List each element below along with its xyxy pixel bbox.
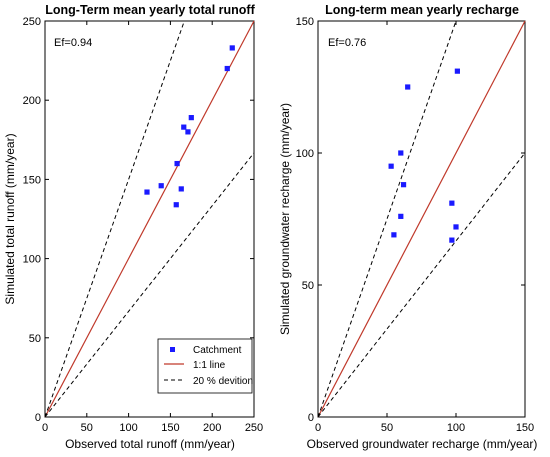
recharge-x-tick-label: 150 <box>516 422 534 434</box>
runoff-catchment-point <box>181 124 187 130</box>
recharge-catchment-point <box>454 68 460 74</box>
recharge-catchment-point <box>398 150 404 156</box>
recharge-ef-annotation: Ef=0.76 <box>328 37 366 49</box>
runoff-y-tick-label: 250 <box>23 16 41 28</box>
runoff-ef-annotation: Ef=0.94 <box>54 37 92 49</box>
recharge-catchment-point <box>449 237 455 243</box>
legend-catchment-marker <box>170 347 175 352</box>
runoff-x-tick-label: 100 <box>119 422 137 434</box>
recharge-catchment-point <box>391 232 397 238</box>
recharge-catchment-point <box>388 163 394 169</box>
recharge-panel: Long-term mean yearly recharge Ef=0.76 O… <box>278 3 537 451</box>
recharge-catchment-point <box>449 200 455 206</box>
runoff-y-tick-label: 100 <box>23 254 41 266</box>
runoff-catchment-point <box>224 65 230 72</box>
recharge-y-tick-label: 150 <box>296 16 314 28</box>
legend-one-to-one-label: 1:1 line <box>193 360 226 371</box>
runoff-x-tick-label: 250 <box>245 422 263 434</box>
recharge-y-axis-label: Simulated groundwater recharge (mm/year) <box>278 103 292 335</box>
recharge-catchment-point <box>405 84 411 90</box>
runoff-x-tick-label: 150 <box>161 422 179 434</box>
runoff-catchment-point <box>178 186 184 192</box>
runoff-y-tick-label: 200 <box>23 95 41 107</box>
recharge-x-axis-label: Observed groundwater recharge (mm/year) <box>307 437 538 451</box>
runoff-ticks: 0 50 100 150 200 250 0 50 100 150 200 250 <box>23 16 264 434</box>
recharge-y-tick-label: 100 <box>296 148 314 160</box>
runoff-catchment-point <box>144 189 150 195</box>
recharge-reference-lines <box>317 20 526 418</box>
runoff-catchment-point <box>158 183 164 189</box>
runoff-x-tick-label: 0 <box>42 422 48 434</box>
recharge-catchment-point <box>453 224 459 230</box>
runoff-x-tick-label: 50 <box>81 422 93 434</box>
runoff-points <box>144 45 235 208</box>
runoff-catchment-point <box>174 160 180 167</box>
runoff-deviation-line-2 <box>44 152 255 418</box>
runoff-x-axis-label: Observed total runoff (mm/year) <box>65 437 235 451</box>
recharge-ticks: 0 50 100 150 0 50 100 150 <box>296 16 535 434</box>
recharge-x-tick-label: 100 <box>447 422 465 434</box>
recharge-catchment-point <box>398 213 404 219</box>
runoff-x-tick-label: 200 <box>203 422 221 434</box>
recharge-y-tick-label: 50 <box>302 280 314 292</box>
recharge-catchment-point <box>400 182 407 188</box>
runoff-catchment-point <box>188 115 194 121</box>
runoff-y-tick-label: 150 <box>23 174 41 186</box>
recharge-points <box>388 68 460 243</box>
runoff-catchment-point <box>173 202 179 208</box>
runoff-catchment-point <box>185 129 191 135</box>
runoff-y-tick-label: 0 <box>35 412 41 424</box>
legend-deviation-label: 20 % devition <box>193 376 253 387</box>
legend-catchment-label: Catchment <box>193 345 242 356</box>
runoff-catchment-point <box>229 45 235 51</box>
recharge-x-tick-label: 50 <box>381 422 393 434</box>
runoff-panel: Long-Term mean yearly total runoff Ef=0.… <box>3 3 263 451</box>
runoff-one-to-one-line <box>44 20 255 418</box>
recharge-title: Long-term mean yearly recharge <box>325 3 519 17</box>
recharge-one-to-one-line <box>317 20 526 418</box>
runoff-title: Long-Term mean yearly total runoff <box>45 3 255 17</box>
recharge-x-tick-label: 0 <box>315 422 321 434</box>
runoff-y-axis-label: Simulated total runoff (mm/year) <box>3 133 17 304</box>
legend: Catchment 1:1 line 20 % devition <box>157 338 253 394</box>
recharge-y-tick-label: 0 <box>308 412 314 424</box>
runoff-reference-lines <box>44 20 255 418</box>
runoff-y-tick-label: 50 <box>29 333 41 345</box>
